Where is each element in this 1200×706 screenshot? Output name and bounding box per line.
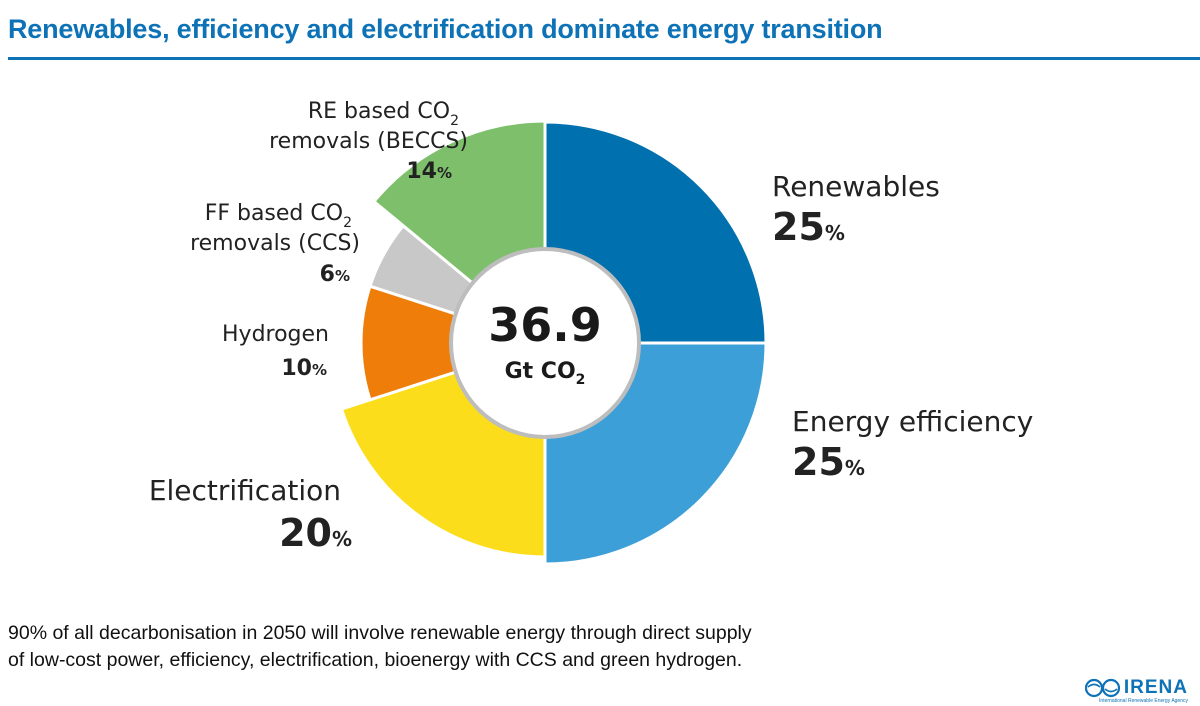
logo-wordmark: IRENA <box>1123 677 1188 698</box>
center-total-value: 36.9 <box>488 298 602 352</box>
pct-renewables: 25% <box>772 205 845 249</box>
center-unit-text: Gt CO <box>505 359 576 384</box>
label-ccs-line2: removals (CCS) <box>190 231 360 256</box>
footnote-line-2: of low-cost power, efficiency, electrifi… <box>8 649 743 671</box>
label-ccs-subscript: 2 <box>343 215 352 231</box>
pct-beccs: 14% <box>406 159 452 184</box>
irena-globe-icon <box>1084 678 1120 698</box>
pct-electrification: 20% <box>279 511 352 555</box>
pct-hydrogen: 10% <box>281 356 327 381</box>
irena-logo: IRENA International Renewable Energy Age… <box>1084 677 1188 704</box>
label-renewables: Renewables <box>772 170 940 203</box>
logo-subtitle: International Renewable Energy Agency <box>1099 698 1188 704</box>
pct-energy-efficiency: 25% <box>792 440 865 484</box>
page-title: Renewables, efficiency and electrificati… <box>8 14 883 44</box>
footnote-line-1: 90% of all decarbonisation in 2050 will … <box>8 622 752 644</box>
footnote: 90% of all decarbonisation in 2050 will … <box>8 620 908 674</box>
label-hydrogen: Hydrogen <box>222 322 329 347</box>
label-beccs-subscript: 2 <box>450 113 459 129</box>
label-beccs-text: RE based CO <box>308 99 450 124</box>
label-beccs-line1: RE based CO2 <box>308 99 459 129</box>
label-beccs-line2: removals (BECCS) <box>269 129 468 154</box>
label-energy-efficiency: Energy efficiency <box>792 405 1033 438</box>
center-ring <box>449 247 641 439</box>
center-total-unit: Gt CO2 <box>505 359 586 388</box>
pct-ccs: 6% <box>320 262 350 287</box>
label-ccs-text: FF based CO <box>205 201 343 226</box>
title-underline <box>8 57 1200 60</box>
center-unit-subscript: 2 <box>576 372 586 388</box>
label-electrification: Electrification <box>149 474 341 507</box>
label-ccs-line1: FF based CO2 <box>205 201 352 231</box>
